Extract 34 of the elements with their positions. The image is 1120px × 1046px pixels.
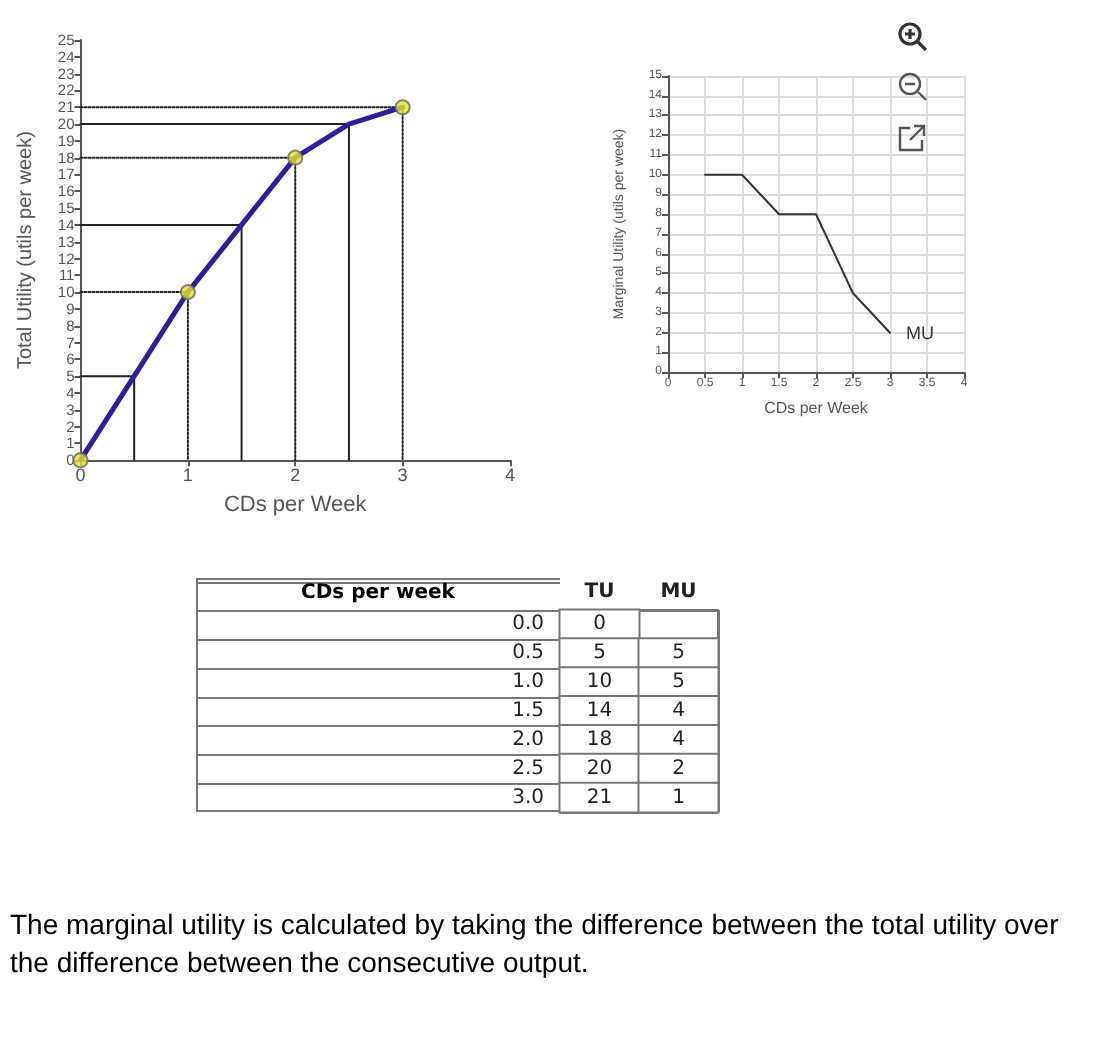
data-label: 14 [586, 700, 613, 722]
y-tick-label: 2.0 [512, 728, 544, 751]
y-tick-label: 1.5 [512, 700, 544, 722]
x-tick-label: 2 [290, 465, 301, 486]
y-axis-title: Total Utility (utils per week) [15, 131, 37, 370]
y-tick-label: 0.0 [512, 613, 544, 636]
text: The marginal utility is calculated by taking the difference between the total utility over the difference between the consecutive output. [10, 906, 1061, 982]
series-label: MU [906, 322, 934, 343]
y-tick-label: 0.5 [512, 642, 544, 665]
data-label: 18 [586, 728, 613, 751]
y-tick-label: 3.0 [512, 786, 544, 809]
x-tick-label: 1 [182, 465, 193, 486]
y-tick-label: 2.5 [512, 757, 544, 780]
data-label: 20 [586, 757, 613, 780]
x-axis-title: CDs per Week [764, 399, 870, 417]
point [179, 284, 196, 301]
x-tick-label: TU [584, 581, 615, 603]
data-label: 5 [672, 642, 685, 665]
data-label: 0 [593, 613, 606, 636]
data-label: 4 [672, 700, 685, 722]
data-label: 5 [593, 642, 606, 665]
data-label: 5 [672, 671, 685, 694]
data-label: 21 [586, 786, 613, 809]
data-label: 4 [672, 728, 685, 751]
y-axis-title: CDs per week [299, 580, 457, 608]
x-tick-label: 3 [397, 465, 408, 486]
line-series [704, 173, 891, 334]
point [394, 99, 411, 116]
data-label: 10 [586, 671, 613, 694]
x-axis-title: CDs per Week [223, 493, 368, 517]
point [287, 149, 304, 166]
y-tick-label: 1.0 [512, 671, 544, 694]
data-label: 2 [672, 757, 685, 780]
data-label: 1 [672, 786, 685, 809]
